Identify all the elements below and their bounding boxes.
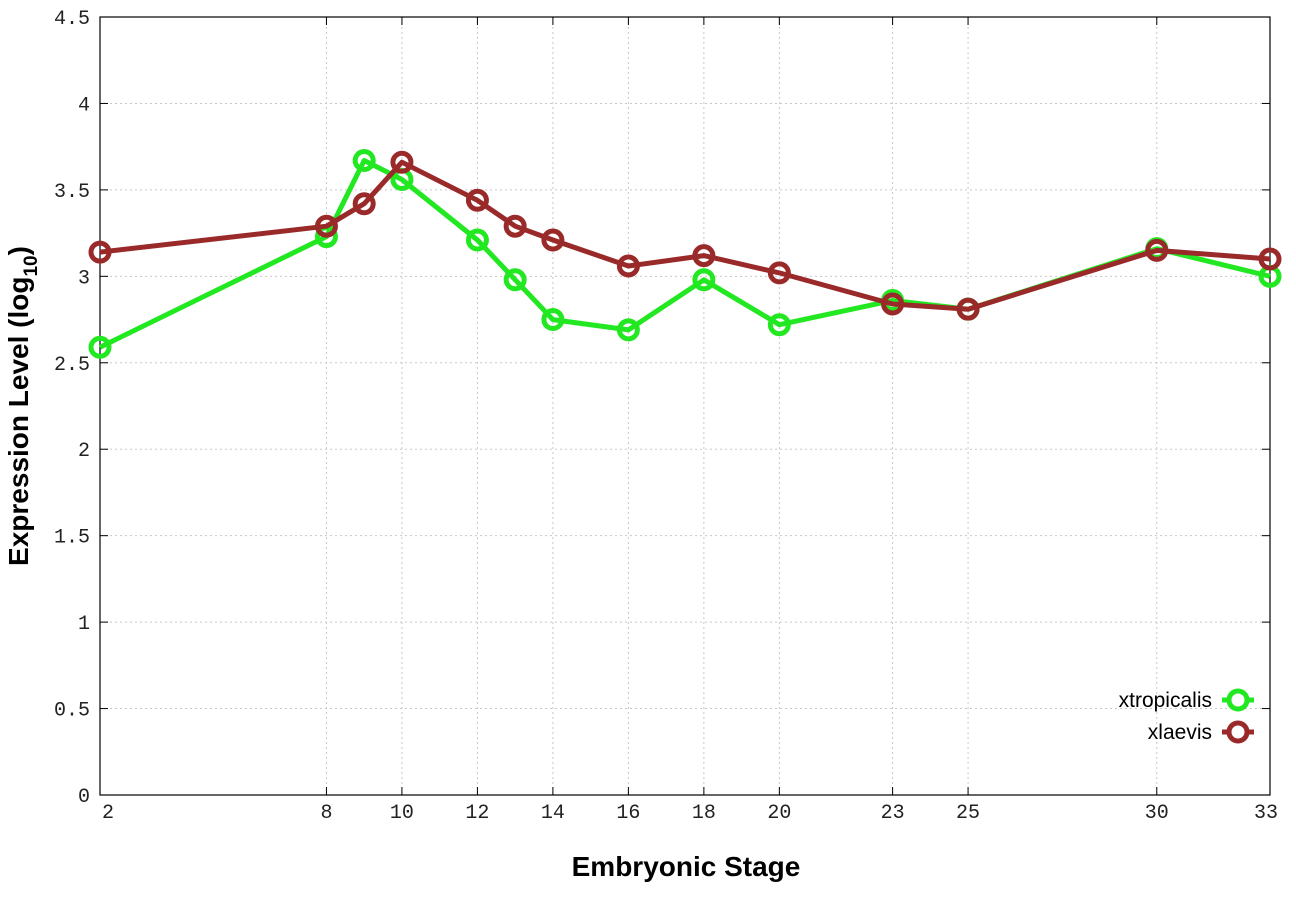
legend-swatch-marker [1226, 688, 1250, 712]
x-tick-label: 20 [767, 802, 791, 825]
data-point [616, 318, 640, 342]
data-point [541, 308, 565, 332]
x-tick-label: 25 [956, 802, 980, 825]
data-point [88, 240, 112, 264]
legend-swatch-marker [1226, 720, 1250, 744]
y-tick-label: 3 [78, 267, 90, 290]
y-tick-label: 4 [78, 94, 90, 117]
x-tick-label: 12 [465, 802, 489, 825]
data-point [465, 228, 489, 252]
legend-label-xtropicalis: xtropicalis [1119, 689, 1212, 712]
y-tick-label: 1.5 [54, 527, 90, 550]
y-tick-label: 2.5 [54, 354, 90, 377]
data-point [881, 292, 905, 316]
legend: xtropicalis xlaevis [1119, 688, 1254, 744]
x-tick-label: 2 [102, 802, 114, 825]
y-axis-title-subscript: 10 [21, 255, 42, 276]
data-point [1258, 247, 1282, 271]
series-line-xtropicalis [98, 158, 1271, 350]
data-point [616, 254, 640, 278]
y-tick-label: 1 [78, 613, 90, 636]
x-tick-label: 8 [320, 802, 332, 825]
series-xlaevis [88, 150, 1282, 321]
y-tick-label: 4.5 [54, 8, 90, 31]
y-tick-label: 3.5 [54, 181, 90, 204]
series-xtropicalis [88, 148, 1282, 359]
data-point [352, 192, 376, 216]
data-point [503, 268, 527, 292]
grid-lines [100, 17, 1270, 795]
x-tick-label: 33 [1254, 802, 1278, 825]
x-tick-label: 30 [1145, 802, 1169, 825]
x-tick-label: 23 [881, 802, 905, 825]
data-point [352, 148, 376, 172]
x-tick-label: 14 [541, 802, 565, 825]
data-point [503, 214, 527, 238]
legend-label-xlaevis: xlaevis [1148, 721, 1212, 744]
x-tick-label: 16 [616, 802, 640, 825]
data-point [767, 313, 791, 337]
series-line-xlaevis [99, 159, 1271, 312]
data-point [88, 335, 112, 359]
y-tick-label: 0 [78, 786, 90, 809]
y-axis-title-main: Expression Level (log [3, 277, 34, 566]
y-tick-label: 0.5 [54, 700, 90, 723]
x-tick-label: 18 [692, 802, 716, 825]
series-layer [88, 148, 1282, 359]
data-point [541, 228, 565, 252]
data-point [390, 150, 414, 174]
data-point [465, 188, 489, 212]
data-point [692, 268, 716, 292]
y-axis-title: Expression Level (log10) [3, 246, 42, 566]
data-point [956, 297, 980, 321]
data-point [314, 214, 338, 238]
data-point [692, 244, 716, 268]
y-tick-label: 2 [78, 440, 90, 463]
data-point [767, 261, 791, 285]
x-tick-label: 10 [390, 802, 414, 825]
plot-frame [99, 16, 1271, 796]
y-axis-title-close: ) [3, 246, 34, 255]
data-point [1145, 238, 1169, 262]
x-axis-title: Embryonic Stage [572, 851, 801, 882]
axis-ticks: 2 8 10 12 14 16 18 20 23 25 30 33 0 0.5 1 1.5 2 2.5 3 3.5 4 4… [54, 8, 1278, 825]
